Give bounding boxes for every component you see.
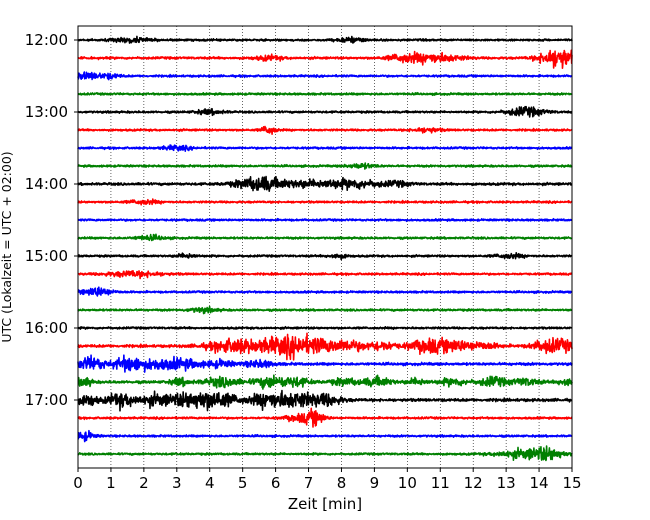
x-tick-label: 4 <box>205 474 215 492</box>
trace-1600 <box>77 325 573 331</box>
y-tick-label: 15:00 <box>25 247 68 265</box>
x-axis-label: Zeit [min] <box>288 495 362 513</box>
seismogram-traces <box>77 35 573 462</box>
trace-1630 <box>77 354 573 373</box>
x-tick-label: 2 <box>139 474 149 492</box>
y-tick-label: 17:00 <box>25 391 68 409</box>
y-tick-label: 14:00 <box>25 175 68 193</box>
trace-1500 <box>77 251 573 261</box>
trace-1545 <box>77 305 573 315</box>
trace-1400 <box>77 175 573 192</box>
x-tick-label: 10 <box>398 474 417 492</box>
y-axis-label: UTC (Lokalzeit = UTC + 02:00) <box>0 151 14 342</box>
y-axis-ticks: 12:00 13:00 14:00 15:00 16:00 17:00 <box>25 31 78 409</box>
x-tick-label: 13 <box>497 474 516 492</box>
trace-1345 <box>77 162 573 170</box>
x-tick-label: 14 <box>530 474 549 492</box>
trace-1745 <box>77 445 573 462</box>
x-tick-label: 0 <box>73 474 83 492</box>
y-tick-label: 13:00 <box>25 103 68 121</box>
x-tick-label: 8 <box>337 474 347 492</box>
trace-1300 <box>77 105 573 118</box>
trace-1330 <box>77 144 573 153</box>
x-tick-label: 3 <box>172 474 182 492</box>
trace-1230 <box>77 71 573 81</box>
x-tick-label: 7 <box>304 474 314 492</box>
x-tick-label: 5 <box>238 474 248 492</box>
x-tick-label: 6 <box>271 474 281 492</box>
trace-1515 <box>77 269 573 280</box>
trace-1200 <box>77 35 573 44</box>
trace-1715 <box>77 407 573 428</box>
trace-1430 <box>77 217 573 223</box>
x-tick-label: 15 <box>562 474 581 492</box>
plot-frame <box>77 25 573 469</box>
trace-1215 <box>77 49 573 70</box>
trace-1730 <box>77 429 573 443</box>
trace-1530 <box>77 286 573 297</box>
x-axis-ticks: 0 1 2 3 4 5 6 7 8 9 10 11 12 13 14 15 <box>73 468 582 492</box>
trace-1445 <box>77 233 573 242</box>
x-tick-label: 12 <box>464 474 483 492</box>
y-tick-label: 12:00 <box>25 31 68 49</box>
x-tick-label: 9 <box>370 474 380 492</box>
trace-1645 <box>77 374 573 390</box>
x-tick-label: 1 <box>106 474 116 492</box>
x-tick-label: 11 <box>431 474 450 492</box>
y-tick-label: 16:00 <box>25 319 68 337</box>
trace-1700 <box>77 389 573 412</box>
trace-1415 <box>77 198 573 206</box>
trace-1245 <box>77 91 573 97</box>
trace-1615 <box>77 332 573 361</box>
trace-1315 <box>77 125 573 135</box>
